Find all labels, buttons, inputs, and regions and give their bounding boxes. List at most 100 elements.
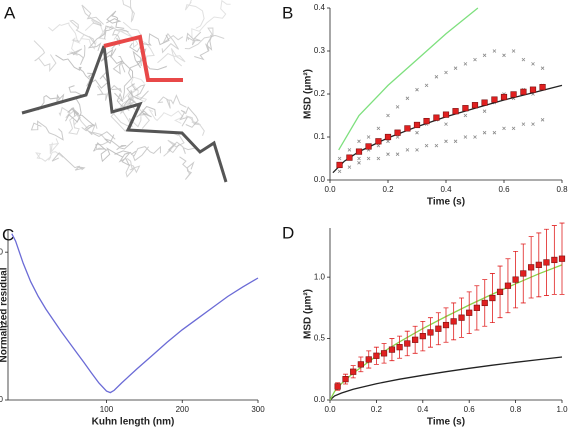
polymer-strand [66, 45, 86, 66]
data-point [528, 264, 535, 271]
y-axis-label: MSD (μm²) [303, 69, 314, 119]
polymer-strand [33, 40, 57, 73]
data-point [442, 321, 450, 329]
data-point [502, 53, 506, 58]
data-point [395, 135, 400, 139]
polymer-strand [35, 151, 64, 162]
polymer-strand [37, 93, 65, 111]
data-point [419, 333, 426, 340]
data-point [551, 256, 558, 264]
kuhn-segments [21, 45, 228, 183]
data-line [338, 7, 479, 151]
data-point [380, 350, 388, 357]
data-point [482, 130, 487, 135]
data-point [336, 161, 343, 169]
polymer-strand [106, 10, 125, 29]
polymer-strand [194, 35, 213, 61]
y-tick-label: 0.2 [314, 89, 326, 98]
data-point [529, 86, 537, 93]
x-axis-label: Time (s) [427, 197, 465, 208]
polymer-image [30, 0, 231, 180]
polymer-strand [114, 150, 137, 167]
polymer-strand [81, 4, 104, 27]
panel-label: D [282, 223, 294, 242]
data-point [388, 346, 396, 353]
data-point [396, 344, 403, 351]
data-point [366, 156, 371, 161]
x-tick-label: 0.8 [556, 185, 568, 194]
polymer-strand [69, 19, 96, 45]
data-point [453, 66, 458, 70]
data-point [535, 261, 542, 268]
data-point [521, 57, 526, 62]
x-tick-label: 0.6 [464, 405, 476, 414]
data-point [404, 125, 411, 132]
data-point [415, 130, 419, 135]
data-point [384, 133, 392, 141]
data-point [405, 148, 410, 152]
panel-label: C [2, 225, 14, 244]
data-point [413, 121, 421, 129]
polymer-strand [48, 22, 81, 44]
data-point [471, 102, 479, 109]
data-point [405, 96, 410, 101]
data-point [531, 122, 535, 126]
x-tick-label: 0.2 [382, 185, 394, 194]
x-tick-label: 0.0 [324, 405, 336, 414]
data-point [334, 383, 341, 390]
data-line [329, 356, 563, 401]
x-tick-label: 0.0 [324, 185, 336, 194]
data-point [511, 49, 516, 53]
polymer-strand [51, 152, 86, 171]
data-point [376, 126, 381, 131]
polymer-strand [131, 88, 139, 101]
data-point [423, 117, 430, 125]
data-point [434, 75, 439, 79]
y-axis-label: MSD (μm²) [303, 289, 314, 339]
polymer-strand [161, 32, 184, 54]
polymer-strand [185, 31, 202, 46]
data-point [510, 91, 517, 98]
data-point [558, 255, 566, 262]
x-tick-label: 100 [100, 405, 114, 414]
data-point [376, 156, 381, 161]
y-tick-label: 0.0 [314, 175, 326, 184]
data-point [481, 299, 488, 307]
polymer-strand [108, 25, 139, 49]
panel-label: B [282, 3, 293, 22]
polymer-strand [179, 156, 195, 180]
data-point [386, 152, 390, 156]
data-point [376, 143, 381, 148]
data-point [482, 109, 487, 113]
data-point [375, 138, 382, 145]
panel-label: A [4, 3, 16, 22]
x-tick-label: 0.2 [371, 405, 383, 414]
y-tick-label: 0.3 [314, 46, 326, 55]
x-axis-label: Time (s) [427, 417, 465, 428]
polymer-strand [100, 48, 134, 79]
x-tick-label: 200 [176, 405, 190, 414]
y-tick-label: 10 [0, 321, 4, 330]
polymer-strand [132, 50, 168, 71]
data-point [481, 99, 488, 106]
data-point [504, 282, 512, 289]
polymer-strand [157, 48, 186, 67]
data-point [453, 139, 458, 144]
polymer-strand [104, 134, 134, 151]
polymer-strand [136, 105, 157, 118]
polymer-strand [184, 27, 225, 50]
polymer-strand [30, 120, 64, 141]
data-point [540, 66, 545, 70]
data-point [427, 329, 434, 336]
data-point [482, 53, 487, 58]
data-point [512, 276, 519, 283]
data-point [492, 130, 497, 135]
data-point [458, 314, 465, 321]
polymer-strand [122, 0, 135, 23]
data-point [415, 148, 419, 152]
data-point [444, 139, 448, 144]
polymer-strand [68, 113, 81, 135]
y-tick-label: 0 [0, 395, 4, 404]
x-tick-label: 0.4 [440, 185, 452, 194]
data-point [500, 93, 508, 101]
